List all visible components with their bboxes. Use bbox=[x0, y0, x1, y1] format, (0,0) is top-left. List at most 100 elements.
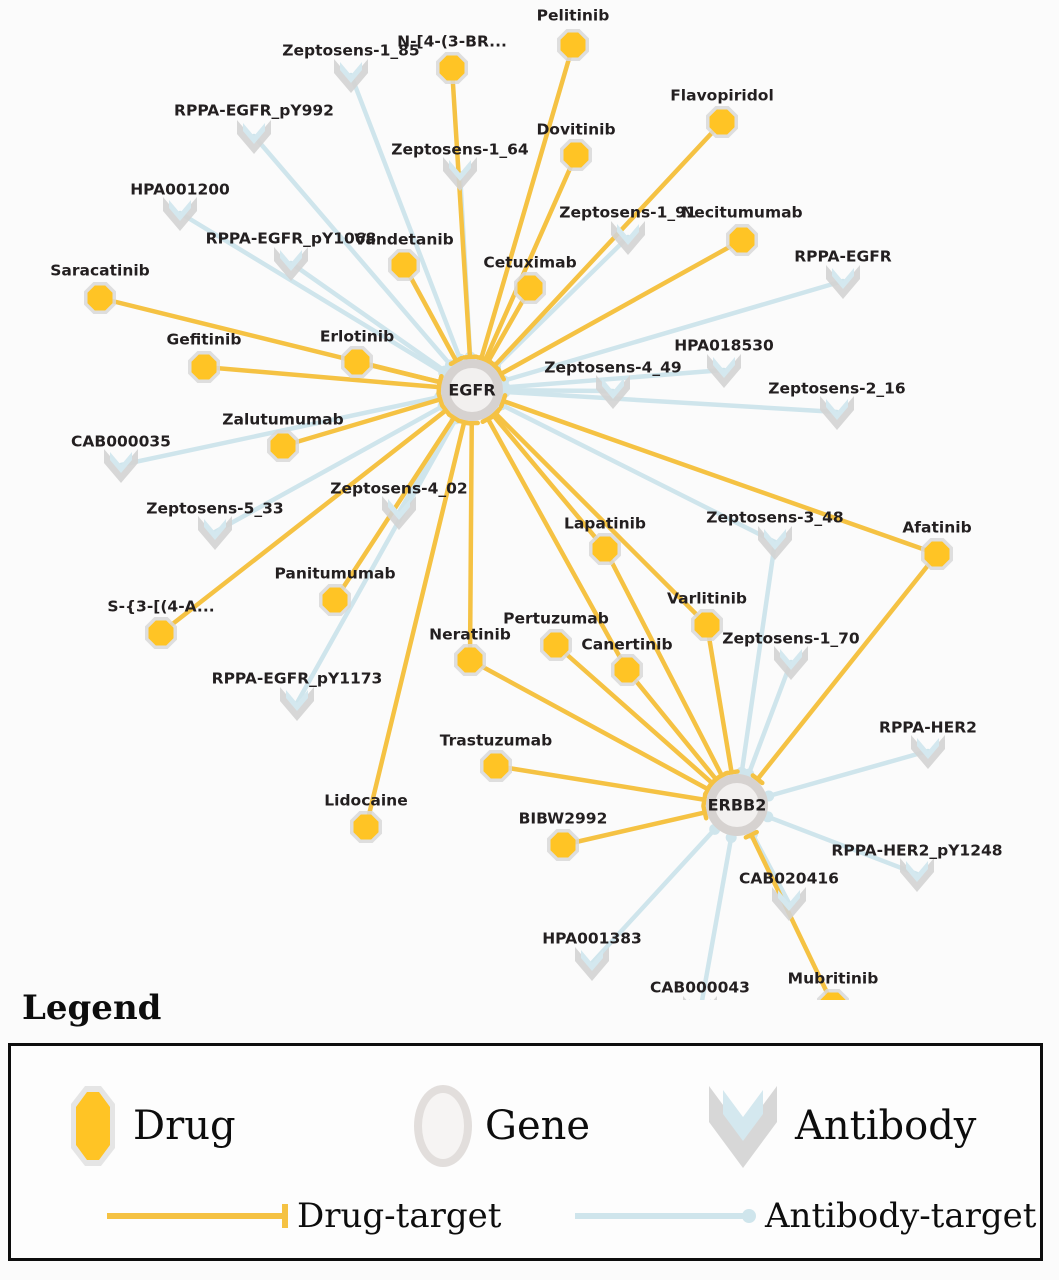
antibody-target-edge[interactable] bbox=[501, 278, 846, 383]
antibody-target-edge[interactable] bbox=[493, 234, 631, 370]
drug-target-edge[interactable] bbox=[363, 419, 467, 830]
drug-node[interactable] bbox=[319, 584, 351, 616]
drug-target-edge[interactable] bbox=[401, 262, 459, 364]
drug-node[interactable] bbox=[267, 430, 299, 462]
drug-target-edge[interactable] bbox=[201, 364, 442, 390]
gene-node-label: ERBB2 bbox=[708, 796, 767, 815]
antibody-target-edge[interactable] bbox=[502, 387, 616, 394]
antibody-node-label: RPPA-EGFR_pY992 bbox=[174, 102, 334, 120]
drug-node-label: N-[4-(3-BR... bbox=[397, 33, 507, 51]
drug-node[interactable] bbox=[188, 351, 220, 383]
drug-node[interactable] bbox=[611, 654, 643, 686]
drug-node[interactable] bbox=[560, 139, 592, 171]
antibody-node[interactable] bbox=[707, 354, 741, 388]
drug-target-edge[interactable] bbox=[479, 42, 576, 361]
antibody-node[interactable] bbox=[104, 449, 138, 483]
drug-target-edge[interactable] bbox=[500, 398, 940, 557]
antibody-target-edge[interactable] bbox=[746, 659, 794, 777]
drug-target-edge[interactable] bbox=[467, 420, 475, 663]
drug-target-edge[interactable] bbox=[158, 408, 449, 636]
drug-node-label: Lapatinib bbox=[564, 515, 646, 533]
drug-node[interactable] bbox=[921, 538, 953, 570]
drug-edge-endpoint bbox=[436, 391, 445, 408]
drug-node[interactable] bbox=[557, 29, 589, 61]
antibody-target-edge[interactable] bbox=[288, 260, 448, 374]
legend-label-antibody-target: Antibody-target bbox=[765, 1196, 1037, 1236]
drug-node[interactable] bbox=[514, 272, 546, 304]
network-diagram: Zeptosens-1_85 RPPA-EGFR_pY992 HPA001200 RP… bbox=[50, 6, 1003, 1000]
drug-target-edge[interactable] bbox=[280, 397, 443, 449]
antibody-node[interactable] bbox=[280, 687, 314, 721]
antibody-node[interactable] bbox=[911, 735, 945, 769]
labels-layer: Zeptosens-1_85 RPPA-EGFR_pY992 HPA001200 RP… bbox=[50, 7, 1002, 997]
antibody-node[interactable] bbox=[163, 197, 197, 231]
drug-target-edge[interactable] bbox=[493, 411, 710, 628]
antibody-target-edge[interactable] bbox=[699, 835, 734, 1000]
antibody-target-edge[interactable] bbox=[499, 402, 778, 545]
drug-node[interactable] bbox=[547, 829, 579, 861]
antibody-target-edge[interactable] bbox=[212, 403, 446, 535]
drug-node[interactable] bbox=[341, 346, 373, 378]
drug-target-edge[interactable] bbox=[749, 832, 834, 1000]
drug-node[interactable] bbox=[589, 533, 621, 565]
drug-node[interactable] bbox=[436, 52, 468, 84]
antibody-target-edge[interactable] bbox=[251, 133, 453, 368]
antibody-target-edge[interactable] bbox=[765, 814, 920, 877]
antibody-node-label: CAB000035 bbox=[71, 433, 171, 451]
drug-target-edge[interactable] bbox=[553, 642, 715, 786]
antibody-node-label: RPPA-EGFR bbox=[794, 248, 892, 266]
antibody-target-edge[interactable] bbox=[502, 367, 727, 390]
antibody-target-edge[interactable] bbox=[294, 416, 459, 706]
drug-node[interactable] bbox=[691, 609, 723, 641]
drug-node[interactable] bbox=[145, 617, 177, 649]
drug-edge-endpoint bbox=[448, 355, 464, 367]
antibody-target-edge[interactable] bbox=[177, 210, 447, 376]
drug-target-edge[interactable] bbox=[467, 657, 711, 792]
drug-node[interactable] bbox=[480, 750, 512, 782]
antibody-node[interactable] bbox=[900, 858, 934, 892]
drug-node[interactable] bbox=[350, 811, 382, 843]
antibody-node-label: Zeptosens-1_70 bbox=[722, 630, 860, 648]
antibody-node[interactable] bbox=[826, 265, 860, 299]
drug-target-edge[interactable] bbox=[490, 413, 608, 552]
antibody-target-edge[interactable] bbox=[502, 389, 840, 415]
drug-target-edge[interactable] bbox=[483, 152, 579, 363]
legend-item-antibody: Antibody bbox=[701, 1074, 976, 1178]
antibody-node-label: Zeptosens-1_91 bbox=[559, 204, 696, 222]
antibody-target-edge[interactable] bbox=[766, 748, 931, 799]
antibody-target-edge[interactable] bbox=[739, 539, 778, 775]
antibody-node-label: RPPA-EGFR_pY1068 bbox=[206, 230, 377, 248]
edges-layer bbox=[97, 42, 940, 1000]
drug-target-edge[interactable] bbox=[498, 237, 745, 377]
drug-target-edge[interactable] bbox=[493, 763, 707, 802]
antibody-target-edge[interactable] bbox=[348, 72, 463, 362]
drug-node[interactable] bbox=[84, 282, 116, 314]
drug-node[interactable] bbox=[726, 224, 758, 256]
gene-node-core bbox=[450, 368, 494, 412]
drug-target-edge[interactable] bbox=[449, 65, 473, 360]
octagon-icon bbox=[71, 1086, 115, 1166]
drug-target-edge[interactable] bbox=[492, 119, 725, 369]
antibody-node[interactable] bbox=[274, 247, 308, 281]
drug-node[interactable] bbox=[454, 644, 486, 676]
antibody-node-label: CAB020416 bbox=[739, 870, 839, 888]
drug-edge-endpoint bbox=[701, 804, 709, 821]
antibody-node[interactable] bbox=[820, 396, 854, 430]
drug-node-label: Afatinib bbox=[902, 519, 971, 537]
drug-target-edge[interactable] bbox=[624, 667, 719, 782]
antibody-target-edge[interactable] bbox=[589, 827, 717, 966]
drug-target-edge[interactable] bbox=[485, 416, 630, 673]
drug-target-edge[interactable] bbox=[755, 551, 940, 782]
antibody-node[interactable] bbox=[334, 59, 368, 93]
antibody-node[interactable] bbox=[198, 516, 232, 550]
drug-node[interactable] bbox=[540, 629, 572, 661]
legend-box: Drug Gene Antibody Drug-target bbox=[8, 1043, 1043, 1261]
drug-target-edge[interactable] bbox=[560, 810, 708, 848]
drug-node[interactable] bbox=[706, 106, 738, 138]
drug-node[interactable] bbox=[388, 249, 420, 281]
drug-target-edge[interactable] bbox=[602, 546, 725, 778]
drug-node-label: BIBW2992 bbox=[519, 810, 608, 828]
drug-target-edge[interactable] bbox=[704, 622, 734, 775]
antibody-node[interactable] bbox=[758, 526, 792, 560]
antibody-node[interactable] bbox=[774, 646, 808, 680]
